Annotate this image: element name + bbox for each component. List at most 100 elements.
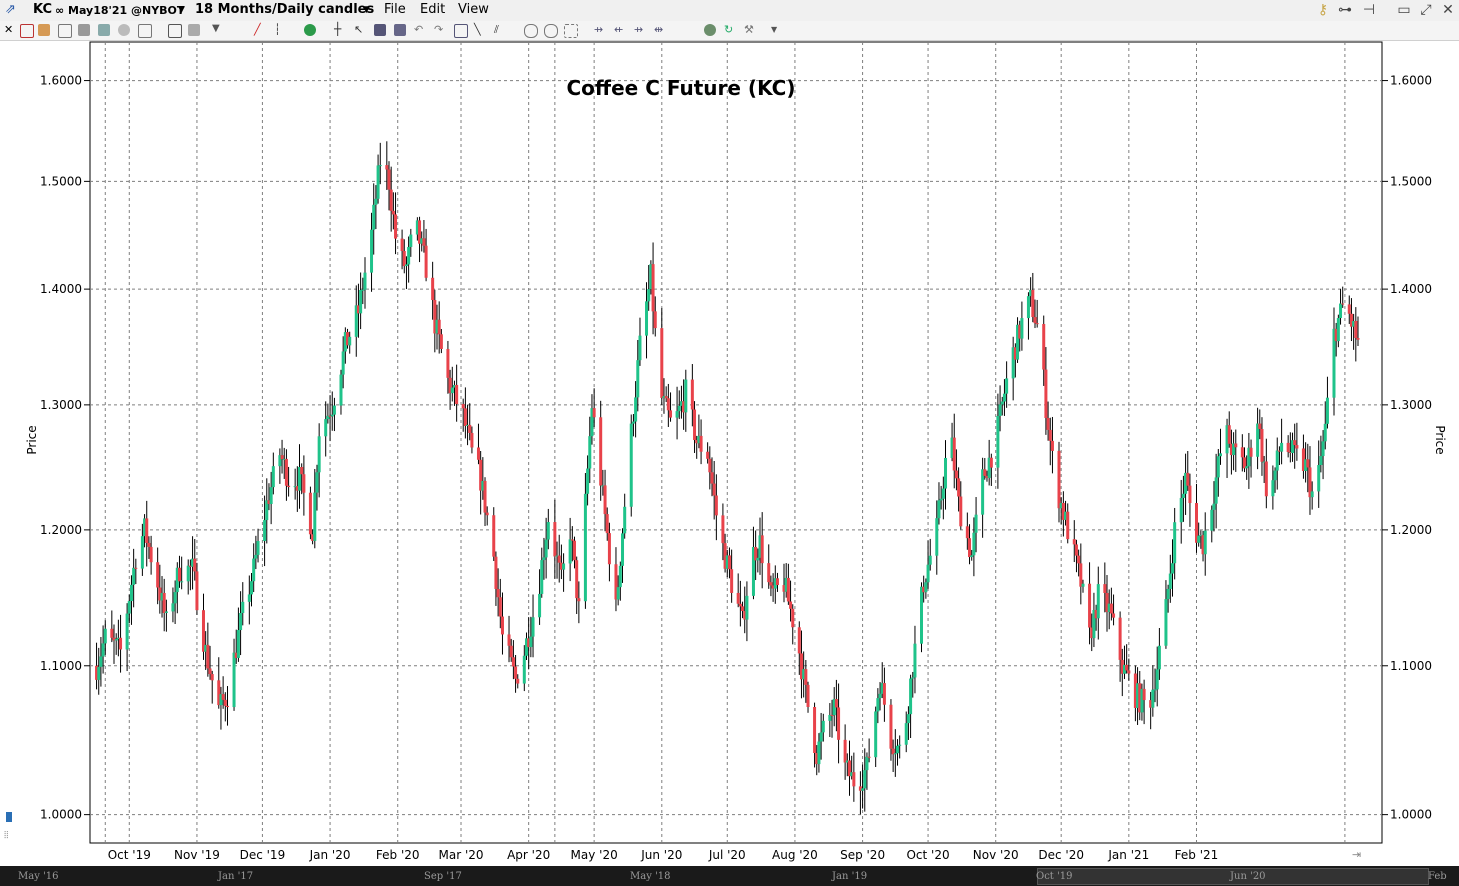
chevron-down-icon[interactable]: ▼ <box>363 5 370 15</box>
period-dropdown[interactable]: 18 Months/Daily candles <box>195 2 375 17</box>
candle-body <box>1118 617 1122 660</box>
scroll-marker-icon[interactable]: ⇥ <box>1352 848 1361 861</box>
candle-body <box>880 683 884 694</box>
zoom-out-icon[interactable] <box>544 24 558 38</box>
refresh-icon[interactable]: ↻ <box>724 23 734 36</box>
candle-body <box>544 539 548 558</box>
crosshair-icon[interactable] <box>20 24 34 38</box>
globe-icon[interactable] <box>704 24 716 36</box>
candle-body <box>952 437 956 471</box>
candle-body <box>928 555 932 565</box>
restore-icon[interactable]: ⤢ <box>1420 2 1432 18</box>
undo-icon[interactable]: ↶ <box>414 23 424 36</box>
candle-body <box>1164 599 1168 646</box>
trendline-icon[interactable]: ╲ <box>474 23 481 36</box>
minimize-icon[interactable]: ▭ <box>1397 2 1411 18</box>
close-chart-icon[interactable]: ✕ <box>4 23 14 36</box>
candle-body <box>114 639 118 641</box>
candle-body <box>278 455 282 467</box>
close-icon[interactable]: ✕ <box>1442 2 1454 18</box>
candle-body <box>219 694 223 706</box>
time-scrollbar[interactable]: May '16 Jan '17 Sep '17 May '18 Jan '19 Oct '… <box>0 866 1459 886</box>
scroll-thumb[interactable] <box>1037 868 1429 885</box>
hand-icon[interactable] <box>38 24 50 36</box>
menu-view[interactable]: View <box>458 2 489 17</box>
candle-body <box>280 455 284 460</box>
candle-body <box>158 587 162 601</box>
scroll-date-label: Feb <box>1428 871 1447 882</box>
print-icon[interactable] <box>78 24 90 36</box>
candle-body <box>847 760 851 777</box>
candle-body <box>647 289 651 302</box>
candle-body <box>1094 610 1098 619</box>
zoom-box-icon[interactable] <box>564 24 578 38</box>
channel-icon[interactable]: ⫽ <box>494 23 499 36</box>
x-tick-label: Sep '20 <box>840 848 885 862</box>
compress-icon[interactable]: ⇸ <box>594 23 604 36</box>
expand-icon[interactable]: ⇹ <box>654 23 664 36</box>
candle-body <box>119 637 123 650</box>
cross-icon[interactable]: ┼ <box>334 22 342 36</box>
contract-dropdown[interactable]: ∞ May18'21 @NYBOT <box>55 4 185 17</box>
candle-body <box>496 588 500 598</box>
grid-icon[interactable] <box>58 24 72 38</box>
scroll-right-icon[interactable]: ⇸ <box>634 23 644 36</box>
template-icon[interactable] <box>188 24 200 36</box>
side-marker-icon[interactable] <box>6 812 12 822</box>
x-tick-label: Dec '19 <box>240 848 286 862</box>
candle-body <box>1181 493 1185 498</box>
candle-body <box>741 606 745 612</box>
dollar-icon[interactable] <box>304 24 316 36</box>
bars-icon[interactable]: ┆ <box>274 23 281 36</box>
candle-body <box>424 245 428 278</box>
candle-body <box>1186 472 1190 486</box>
candle-body <box>614 564 618 600</box>
candle-body <box>341 351 345 375</box>
x-tick-label: Aug '20 <box>772 848 818 862</box>
candle-body <box>559 562 563 570</box>
candle-body <box>878 693 882 699</box>
candle-body <box>695 440 699 444</box>
x-tick-label: Oct '19 <box>108 848 151 862</box>
wrench-icon[interactable]: ⚒ <box>744 23 754 36</box>
zoom-in-icon[interactable] <box>524 24 538 38</box>
candle-body <box>317 436 321 473</box>
candle-body <box>863 770 867 789</box>
more-icon[interactable]: ▼ <box>771 25 778 34</box>
settings-icon[interactable] <box>138 24 152 38</box>
candle-body <box>1166 588 1170 600</box>
menu-file[interactable]: File <box>384 2 406 17</box>
circle-icon[interactable] <box>118 24 130 36</box>
candle-body <box>583 493 587 602</box>
triangle-down-icon[interactable]: ▼ <box>212 23 220 34</box>
candle-body <box>965 526 969 539</box>
text-icon[interactable] <box>374 24 386 36</box>
candle-body <box>546 522 550 540</box>
candle-body <box>370 229 374 273</box>
pin-icon[interactable]: ⊣ <box>1362 2 1376 18</box>
candle-body <box>308 492 312 535</box>
key-icon[interactable]: ⚷ <box>1317 2 1329 18</box>
candle-body <box>354 305 358 337</box>
candle-body <box>1096 584 1100 619</box>
menu-edit[interactable]: Edit <box>420 2 446 17</box>
link-icon[interactable]: ⊶ <box>1338 2 1352 18</box>
grid-y <box>84 80 1388 816</box>
redo-icon[interactable]: ↷ <box>434 23 444 36</box>
scroll-date-label: Jan '19 <box>832 871 868 882</box>
candle-body <box>972 532 976 556</box>
candle-body <box>555 555 559 557</box>
box-icon[interactable] <box>454 24 468 38</box>
copy-icon[interactable] <box>98 24 110 36</box>
note-icon[interactable] <box>394 24 406 36</box>
candle-body <box>282 458 286 460</box>
chevron-down-icon[interactable]: ▼ <box>178 5 185 15</box>
candle-body <box>542 557 546 561</box>
pointer-icon[interactable]: ↖ <box>354 23 364 36</box>
candle-body <box>834 699 838 708</box>
study-icon[interactable] <box>168 24 182 38</box>
candle-body <box>786 577 790 602</box>
pencil-icon[interactable]: ╱ <box>254 23 261 36</box>
scroll-left-icon[interactable]: ⇷ <box>614 23 624 36</box>
candle-body <box>911 677 915 679</box>
